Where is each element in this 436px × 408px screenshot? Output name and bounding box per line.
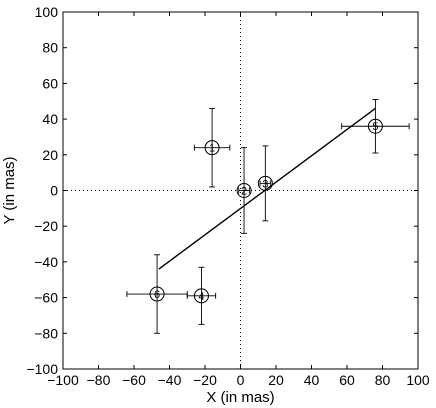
y-tick-label: −20: [34, 218, 58, 234]
x-tick-label: 0: [237, 372, 245, 388]
data-point-2: 2: [236, 147, 252, 234]
y-tick-label: −80: [34, 325, 58, 341]
y-tick-label: 80: [42, 40, 58, 56]
point-label: 5: [372, 121, 378, 133]
x-tick-label: −20: [193, 372, 217, 388]
point-marker: [367, 118, 383, 134]
y-tick-label: −40: [34, 254, 58, 270]
y-tick-label: 100: [35, 4, 59, 20]
fit-line: [158, 107, 376, 270]
data-point-6: 6: [126, 254, 188, 334]
y-tick-label: 60: [42, 75, 58, 91]
fit-line-group: [158, 107, 376, 270]
point-marker: [236, 183, 252, 198]
tick-labels: −100 −80 −60 −40 −20 0 20 40 60 80 100−100−80−60−4…: [26, 4, 429, 388]
y-tick-label: −60: [34, 290, 58, 306]
x-tick-label: 100: [406, 372, 430, 388]
point-label: 1: [209, 143, 215, 155]
point-marker: [204, 140, 220, 156]
point-marker: [149, 286, 165, 302]
x-tick-label: −40: [158, 372, 182, 388]
x-axis-label: X (in mas): [206, 389, 274, 406]
x-tick-label: 40: [304, 372, 320, 388]
point-label: 3: [262, 178, 268, 190]
point-label: 2: [241, 186, 247, 198]
point-label: 4: [198, 291, 204, 303]
data-point-5: 5: [341, 99, 410, 154]
y-tick-label: −100: [26, 361, 58, 377]
point-label: 6: [154, 289, 160, 301]
point-marker: [257, 175, 273, 191]
data-points: 1 2 3 4 5 6: [126, 99, 410, 334]
point-marker: [193, 288, 209, 304]
data-point-4: 4: [186, 266, 217, 325]
x-tick-label: 80: [375, 372, 391, 388]
y-axis-label: Y (in mas): [1, 156, 18, 224]
y-tick-label: 20: [42, 147, 58, 163]
x-tick-label: 60: [339, 372, 355, 388]
x-tick-label: −60: [122, 372, 146, 388]
data-point-1: 1: [193, 107, 231, 188]
axis-ticks: [62, 11, 419, 370]
x-tick-label: −80: [87, 372, 111, 388]
x-tick-label: 20: [268, 372, 284, 388]
data-point-3: 3: [257, 145, 273, 222]
y-tick-label: 0: [50, 183, 58, 199]
x-tick-label: −100: [47, 372, 79, 388]
y-tick-label: 40: [42, 111, 58, 127]
